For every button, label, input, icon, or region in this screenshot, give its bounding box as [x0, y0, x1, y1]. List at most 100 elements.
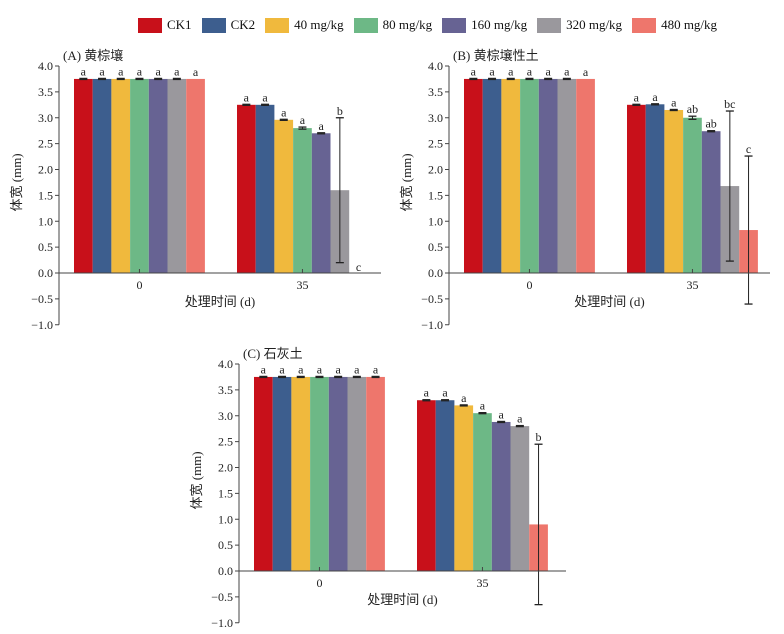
- significance-letter: ab: [687, 102, 698, 116]
- y-tick-label: −0.5: [211, 590, 233, 604]
- legend-item: 480 mg/kg: [632, 17, 717, 33]
- significance-letter: ab: [705, 117, 716, 131]
- bar: [130, 78, 149, 273]
- bar: [366, 376, 385, 571]
- bar: [501, 78, 521, 273]
- y-tick-label: 0.5: [38, 240, 53, 254]
- y-tick-label: 1.0: [38, 214, 53, 228]
- x-axis-label: 处理时间 (d): [367, 592, 437, 607]
- legend-label: 40 mg/kg: [294, 17, 344, 32]
- significance-letter: a: [317, 362, 323, 376]
- legend-item: 320 mg/kg: [537, 17, 622, 33]
- significance-letter: a: [244, 90, 250, 104]
- panel-title: (A) 黄棕壤: [63, 48, 123, 63]
- legend-swatch: [442, 17, 467, 33]
- significance-letter: b: [536, 430, 542, 444]
- significance-letter: a: [118, 64, 124, 78]
- legend-label: 320 mg/kg: [566, 17, 623, 32]
- x-axis-label: 处理时间 (d): [185, 294, 255, 309]
- significance-letter: a: [564, 64, 570, 78]
- legend-swatch: [632, 17, 657, 33]
- y-tick-label: 0.5: [218, 538, 233, 552]
- panel-title: (C) 石灰土: [243, 346, 303, 361]
- significance-letter: a: [261, 362, 267, 376]
- bar: [538, 78, 558, 273]
- x-tick-label: 0: [316, 576, 322, 590]
- x-tick-label: 35: [296, 278, 308, 292]
- y-tick-label: 3.5: [218, 383, 233, 397]
- significance-letter: a: [300, 113, 306, 127]
- bar: [237, 104, 256, 273]
- significance-letter: c: [356, 260, 361, 274]
- y-tick-label: 4.0: [38, 59, 53, 73]
- bar: [482, 78, 502, 273]
- y-tick-label: 3.5: [38, 85, 53, 99]
- legend-label: CK1: [167, 17, 192, 32]
- significance-letter: a: [424, 386, 430, 400]
- y-tick-label: 0.0: [218, 564, 233, 578]
- x-axis-label: 处理时间 (d): [574, 294, 644, 309]
- x-tick-label: 35: [686, 278, 698, 292]
- legend-swatch: [201, 17, 226, 33]
- bar: [464, 78, 483, 273]
- bar: [454, 405, 474, 571]
- significance-letter: a: [335, 362, 341, 376]
- significance-letter: b: [337, 104, 343, 118]
- significance-letter: a: [480, 399, 486, 413]
- significance-letter: a: [527, 64, 533, 78]
- y-tick-label: 3.0: [38, 111, 53, 125]
- significance-letter: a: [498, 407, 504, 421]
- y-tick-label: 2.0: [218, 461, 233, 475]
- significance-letter: a: [634, 90, 640, 104]
- significance-letter: a: [373, 362, 379, 376]
- panel-a: aaaaaaaaaaabac4.03.53.02.52.01.51.00.50.…: [9, 48, 381, 332]
- bar: [274, 119, 294, 273]
- significance-letter: a: [155, 64, 161, 78]
- legend-item: CK1: [138, 17, 192, 33]
- significance-letter: a: [354, 362, 360, 376]
- bar: [255, 104, 275, 273]
- panel-c: aaaaaaaaaaaaab4.03.53.02.52.01.51.00.50.…: [189, 346, 566, 630]
- bar: [167, 78, 187, 273]
- bar: [310, 376, 329, 571]
- legend-swatch: [353, 17, 378, 33]
- significance-letter: a: [508, 64, 514, 78]
- legend-item: 40 mg/kg: [265, 17, 344, 33]
- y-tick-label: 1.5: [428, 188, 443, 202]
- significance-letter: a: [174, 64, 180, 78]
- y-axis-label: 体宽 (mm): [9, 153, 24, 211]
- legend-swatch: [537, 17, 562, 33]
- legend-label: CK2: [230, 17, 256, 32]
- bar: [520, 78, 539, 273]
- y-tick-label: −1.0: [211, 616, 233, 630]
- legend-label: 80 mg/kg: [382, 17, 433, 32]
- significance-letter: a: [137, 64, 143, 78]
- significance-letter: a: [671, 95, 677, 109]
- y-tick-label: 2.0: [428, 163, 443, 177]
- legend-item: 80 mg/kg: [353, 17, 433, 33]
- bar: [510, 426, 530, 571]
- legend-item: 160 mg/kg: [442, 17, 527, 33]
- y-tick-label: −1.0: [31, 318, 53, 332]
- bar: [491, 421, 511, 571]
- y-tick-label: 0.5: [428, 240, 443, 254]
- chart-legend: CK1 CK2 40 mg/kg 80 mg/kg 160 mg/kg 320 mg/kg…: [138, 17, 727, 33]
- significance-letter: a: [298, 362, 304, 376]
- bar: [576, 78, 595, 273]
- bar: [311, 133, 331, 273]
- bar: [347, 376, 367, 571]
- legend-label: 160 mg/kg: [471, 17, 528, 32]
- bar: [557, 78, 577, 273]
- y-tick-label: 1.0: [428, 214, 443, 228]
- y-tick-label: 2.5: [428, 137, 443, 151]
- y-tick-label: 1.5: [218, 486, 233, 500]
- y-tick-label: 1.5: [38, 188, 53, 202]
- panel-title: (B) 黄棕壤性土: [453, 48, 539, 63]
- y-tick-label: 1.0: [218, 512, 233, 526]
- significance-letter: a: [318, 119, 324, 133]
- significance-letter: a: [583, 65, 589, 79]
- bar: [683, 117, 702, 273]
- significance-letter: bc: [724, 97, 735, 111]
- significance-letter: a: [471, 64, 477, 78]
- bar: [186, 78, 205, 273]
